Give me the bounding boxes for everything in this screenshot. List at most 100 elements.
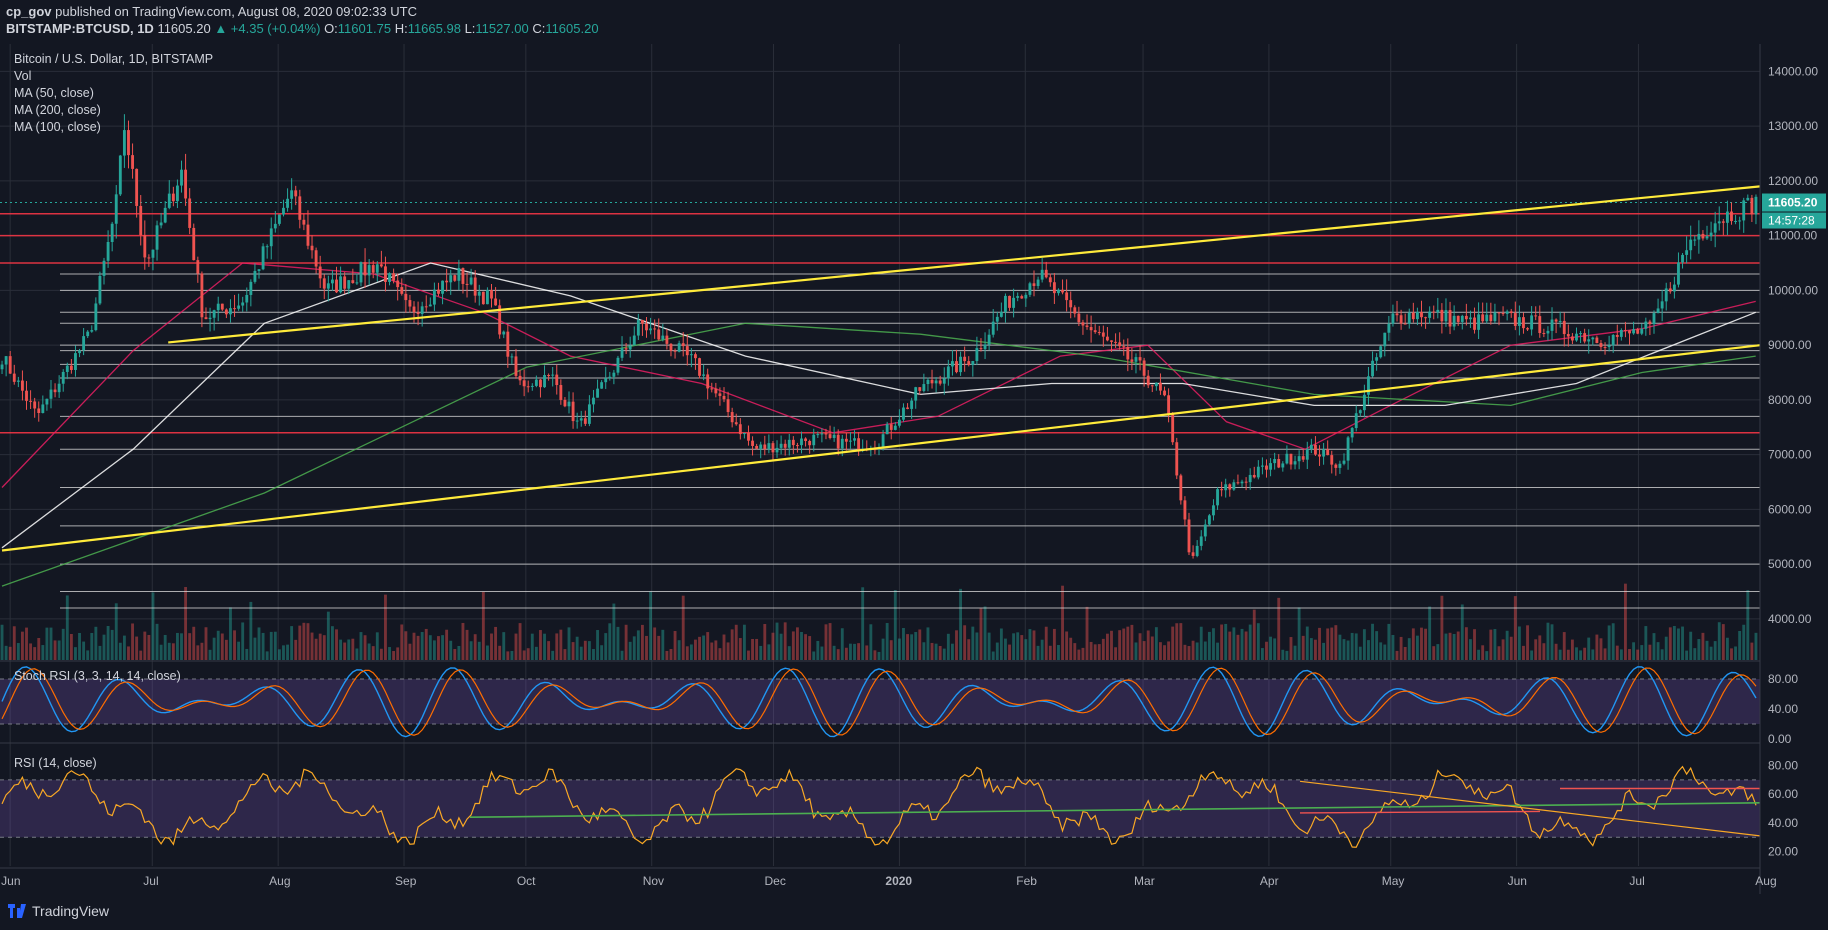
volume-bar: [669, 648, 673, 660]
volume-bar: [143, 631, 147, 660]
candle-body: [1195, 545, 1199, 556]
volume-bar: [21, 631, 24, 660]
volume-bar: [950, 643, 954, 660]
candle-body: [90, 330, 94, 332]
volume-bar: [1024, 639, 1028, 660]
volume-bar: [273, 631, 277, 660]
volume-bar: [677, 640, 681, 660]
legend-ma100[interactable]: MA (100, close): [14, 120, 101, 134]
volume-bar: [804, 634, 808, 660]
candle-body: [94, 303, 98, 331]
stoch-pane-title[interactable]: Stoch RSI (3, 3, 14, 14, close): [14, 669, 181, 683]
volume-bar: [4, 645, 8, 660]
symbol-name[interactable]: BITSTAMP:BTCUSD, 1D: [6, 21, 154, 36]
candle-body: [963, 356, 967, 362]
volume-bar: [608, 623, 612, 660]
candle-body: [322, 278, 326, 289]
candle-body: [1583, 333, 1587, 342]
volume-bar: [404, 631, 408, 660]
volume-bar: [1587, 637, 1591, 660]
volume-bar: [902, 628, 905, 660]
volume-bar: [241, 622, 245, 660]
volume-bar: [1464, 627, 1468, 660]
volume-bar: [1114, 647, 1118, 660]
candle-body: [151, 249, 155, 258]
candle-body: [1175, 442, 1179, 476]
candle-body: [1570, 336, 1574, 341]
volume-bar: [1448, 632, 1452, 660]
candle-body: [1493, 312, 1497, 322]
volume-bar: [1183, 644, 1187, 660]
low-label: L:: [464, 21, 476, 36]
time-tick: 2020: [885, 874, 912, 888]
chart-canvas[interactable]: 14000.00 13000.00 12000.00 11000.00 10000.00…: [0, 44, 1828, 894]
tradingview-logo[interactable]: TradingView: [8, 903, 109, 919]
volume-bar: [534, 646, 538, 660]
volume-bar: [371, 646, 375, 660]
candle-body: [1199, 536, 1203, 546]
volume-bar: [689, 644, 693, 660]
rsi-pane-title[interactable]: RSI (14, close): [14, 756, 97, 770]
volume-bar: [922, 642, 926, 660]
volume-bar: [1220, 624, 1224, 660]
volume-bar: [261, 632, 265, 660]
candle-body: [1664, 288, 1668, 302]
candle-body: [547, 375, 551, 377]
candle-body: [437, 289, 440, 294]
volume-bar: [526, 648, 530, 660]
publisher-name[interactable]: cp_gov: [6, 4, 52, 19]
volume-bar: [90, 632, 94, 660]
volume-bar: [934, 643, 938, 660]
candle-body: [812, 434, 816, 446]
candle-body: [1725, 211, 1729, 223]
candle-body: [718, 393, 722, 396]
volume-bar: [673, 631, 677, 660]
legend-ma200[interactable]: MA (200, close): [14, 103, 101, 117]
candle-body: [1681, 254, 1684, 263]
volume-bar: [45, 627, 49, 660]
volume-bar: [290, 626, 294, 660]
volume-bar: [1044, 626, 1048, 660]
volume-bar: [1191, 640, 1195, 660]
time-tick: Feb: [1016, 874, 1037, 888]
candle-body: [1285, 453, 1289, 464]
volume-bar: [543, 633, 546, 660]
candle-body: [738, 424, 742, 435]
volume-bar: [604, 633, 608, 660]
candle-body: [1269, 463, 1273, 470]
candle-body: [1517, 317, 1521, 326]
legend-vol[interactable]: Vol: [14, 69, 32, 83]
volume-bar: [910, 634, 914, 660]
volume-bar: [1093, 644, 1097, 660]
candle-body: [983, 344, 987, 350]
volume-bar: [861, 587, 865, 660]
candle-body: [1632, 329, 1636, 334]
candle-body: [518, 375, 522, 381]
candle-body: [897, 419, 901, 426]
price-tick: 13000.00: [1768, 119, 1818, 133]
volume-bar: [1677, 628, 1680, 660]
volume-bar: [1705, 640, 1709, 660]
volume-bar: [1052, 628, 1056, 660]
price-tick: 4000.00: [1768, 612, 1812, 626]
candle-body: [1163, 390, 1166, 396]
legend-ma50[interactable]: MA (50, close): [14, 86, 94, 100]
candle-body: [1742, 200, 1746, 221]
symbol-line: BITSTAMP:BTCUSD, 1D 11605.20 ▲ +4.35 (+0…: [6, 21, 599, 36]
volume-bar: [1550, 624, 1554, 660]
volume-bar: [1322, 642, 1326, 660]
candle-body: [959, 356, 963, 373]
candle-body: [1619, 329, 1623, 337]
candle-body: [241, 302, 245, 306]
volume-bar: [1199, 626, 1203, 660]
volume-bar: [322, 635, 326, 660]
candle-body: [795, 445, 799, 447]
time-tick: Aug: [1755, 874, 1776, 888]
volume-bar: [127, 646, 130, 660]
candle-body: [955, 361, 958, 373]
volume-bar: [897, 638, 901, 660]
volume-bar: [1061, 585, 1064, 660]
candle-body: [53, 389, 57, 393]
close-label: C:: [532, 21, 546, 36]
volume-bar: [522, 650, 526, 660]
